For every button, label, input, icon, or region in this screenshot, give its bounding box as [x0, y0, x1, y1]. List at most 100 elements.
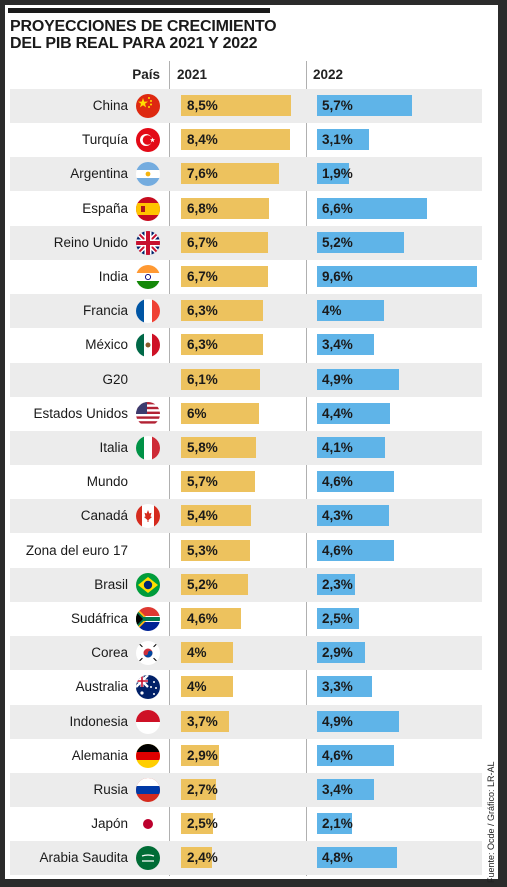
- bar-2022: [317, 813, 352, 835]
- data-label-2021: 4,6%: [187, 611, 218, 626]
- data-label-2022: 3,3%: [322, 679, 353, 695]
- data-label-2022: 4,1%: [322, 440, 353, 455]
- data-label-2021: 7,6%: [187, 166, 218, 182]
- bar-2021: [181, 266, 268, 287]
- title-rule: [8, 8, 270, 13]
- bar-2022: [317, 129, 369, 151]
- mexico-flag-icon: [136, 333, 160, 358]
- data-label-2022: 2,3%: [322, 576, 353, 592]
- data-label-2021: 5,3%: [187, 542, 218, 558]
- data-label-2021: 4%: [187, 645, 207, 661]
- data-label-2022: 9,6%: [322, 269, 353, 284]
- data-label-2022: 3,4%: [322, 337, 353, 353]
- data-label-2021: 5,2%: [187, 576, 218, 592]
- bar-2022: [317, 676, 372, 698]
- bar-2021: [181, 402, 259, 424]
- country-label: India: [98, 269, 128, 284]
- bar-2021: [181, 437, 257, 458]
- source-text: Fuente: Ocde / Gráfico: LR-AL: [486, 761, 496, 883]
- bar-2021: [181, 710, 229, 732]
- data-label-2021: 6,3%: [187, 303, 218, 319]
- country-label: Reino Unido: [53, 234, 128, 250]
- data-label-2021: 2,5%: [187, 816, 218, 832]
- bar-2021: [181, 163, 280, 185]
- data-label-2021: 8,4%: [187, 132, 218, 148]
- bar-2022: [317, 266, 477, 287]
- country-label: Zona del euro 17: [25, 542, 128, 558]
- argentina-flag-icon: [136, 162, 160, 187]
- data-label-2022: 4,3%: [322, 508, 353, 524]
- bar-2022: [317, 437, 386, 458]
- saudi-arabia-flag-icon: [136, 846, 160, 871]
- table-row: Brasil 5,2% 2,3%: [10, 567, 482, 602]
- bar-2021: [181, 744, 219, 766]
- data-label-2022: 4,9%: [322, 713, 353, 729]
- data-label-2022: 4%: [322, 303, 342, 319]
- table-row: México 6,3% 3,4%: [10, 328, 482, 362]
- country-label: Francia: [82, 303, 128, 319]
- bar-2022: [317, 847, 397, 869]
- table-row: Indonesia 3,7% 4,9%: [10, 704, 482, 739]
- country-label: G20: [102, 371, 128, 387]
- data-label-2022: 1,9%: [322, 166, 353, 182]
- bar-2021: [181, 676, 233, 698]
- table-row: Arabia Saudita 2,4% 4,8%: [10, 841, 482, 876]
- country-column-header: País: [132, 67, 160, 82]
- table-row: India 6,7% 9,6%: [10, 260, 482, 294]
- country-label: Brasil: [94, 576, 128, 592]
- source-note: Fuente: Ocde / Gráfico: LR-AL: [484, 761, 500, 883]
- table-row: Reino Unido 6,7% 5,2%: [10, 225, 482, 260]
- table-row: Australia 4% 3,3%: [10, 670, 482, 704]
- data-label-2021: 6,1%: [187, 371, 218, 387]
- data-label-2021: 2,7%: [187, 782, 218, 797]
- bar-2022: [317, 710, 399, 732]
- bar-2021: [181, 368, 260, 390]
- table-row: Sudáfrica 4,6% 2,5%: [10, 602, 482, 636]
- country-label: Turquía: [81, 132, 128, 148]
- bar-2021: [181, 847, 213, 869]
- bar-2021: [181, 129, 290, 151]
- table-row: Japón 2,5% 2,1%: [10, 807, 482, 841]
- chart-card: PROYECCIONES DE CRECIMIENTO DEL PIB REAL…: [5, 5, 498, 883]
- data-label-2021: 6%: [187, 405, 207, 421]
- bar-2021: [181, 539, 250, 561]
- bar-2021: [181, 300, 263, 322]
- bar-2021: [181, 642, 233, 664]
- bar-2022: [317, 505, 389, 527]
- bar-2022: [317, 402, 391, 424]
- data-label-2021: 6,8%: [187, 200, 218, 216]
- country-label: Alemania: [71, 747, 128, 763]
- bar-2022: [317, 197, 427, 219]
- bar-2021: [181, 505, 251, 527]
- country-label: Arabia Saudita: [39, 850, 128, 866]
- bar-2021: [181, 573, 249, 595]
- data-label-2022: 3,1%: [322, 132, 353, 148]
- data-label-2022: 4,4%: [322, 405, 353, 421]
- table-row: Rusia 2,7% 3,4%: [10, 773, 482, 807]
- table-row: China 8,5% 5,7%: [10, 89, 482, 123]
- series-2022-header: 2022: [313, 67, 344, 82]
- table-row: Alemania 2,9% 4,6%: [10, 739, 482, 773]
- country-label: Argentina: [70, 166, 128, 182]
- bar-2022: [317, 300, 384, 322]
- table-row: Zona del euro 17 5,3% 4,6%: [10, 534, 482, 568]
- bar-2021: [181, 813, 214, 835]
- data-label-2022: 6,6%: [322, 200, 353, 216]
- data-label-2022: 4,6%: [322, 747, 353, 763]
- data-label-2022: 5,2%: [322, 234, 353, 250]
- divider-line-left: [169, 61, 170, 876]
- data-label-2022: 4,8%: [322, 850, 353, 866]
- korea-flag-icon: [136, 641, 160, 666]
- country-label: México: [85, 337, 128, 353]
- table-row: Canadá 5,4% 4,3%: [10, 499, 482, 534]
- australia-flag-icon: [136, 675, 160, 700]
- japan-flag-icon: [136, 812, 160, 837]
- spain-flag-icon: [136, 196, 160, 221]
- country-label: Estados Unidos: [33, 405, 128, 421]
- data-label-2021: 6,7%: [187, 269, 218, 284]
- table-row: Turquía 8,4% 3,1%: [10, 123, 482, 157]
- data-label-2022: 2,9%: [322, 645, 353, 661]
- bar-2022: [317, 573, 356, 595]
- country-label: Indonesia: [69, 713, 128, 729]
- bar-2021: [181, 779, 216, 800]
